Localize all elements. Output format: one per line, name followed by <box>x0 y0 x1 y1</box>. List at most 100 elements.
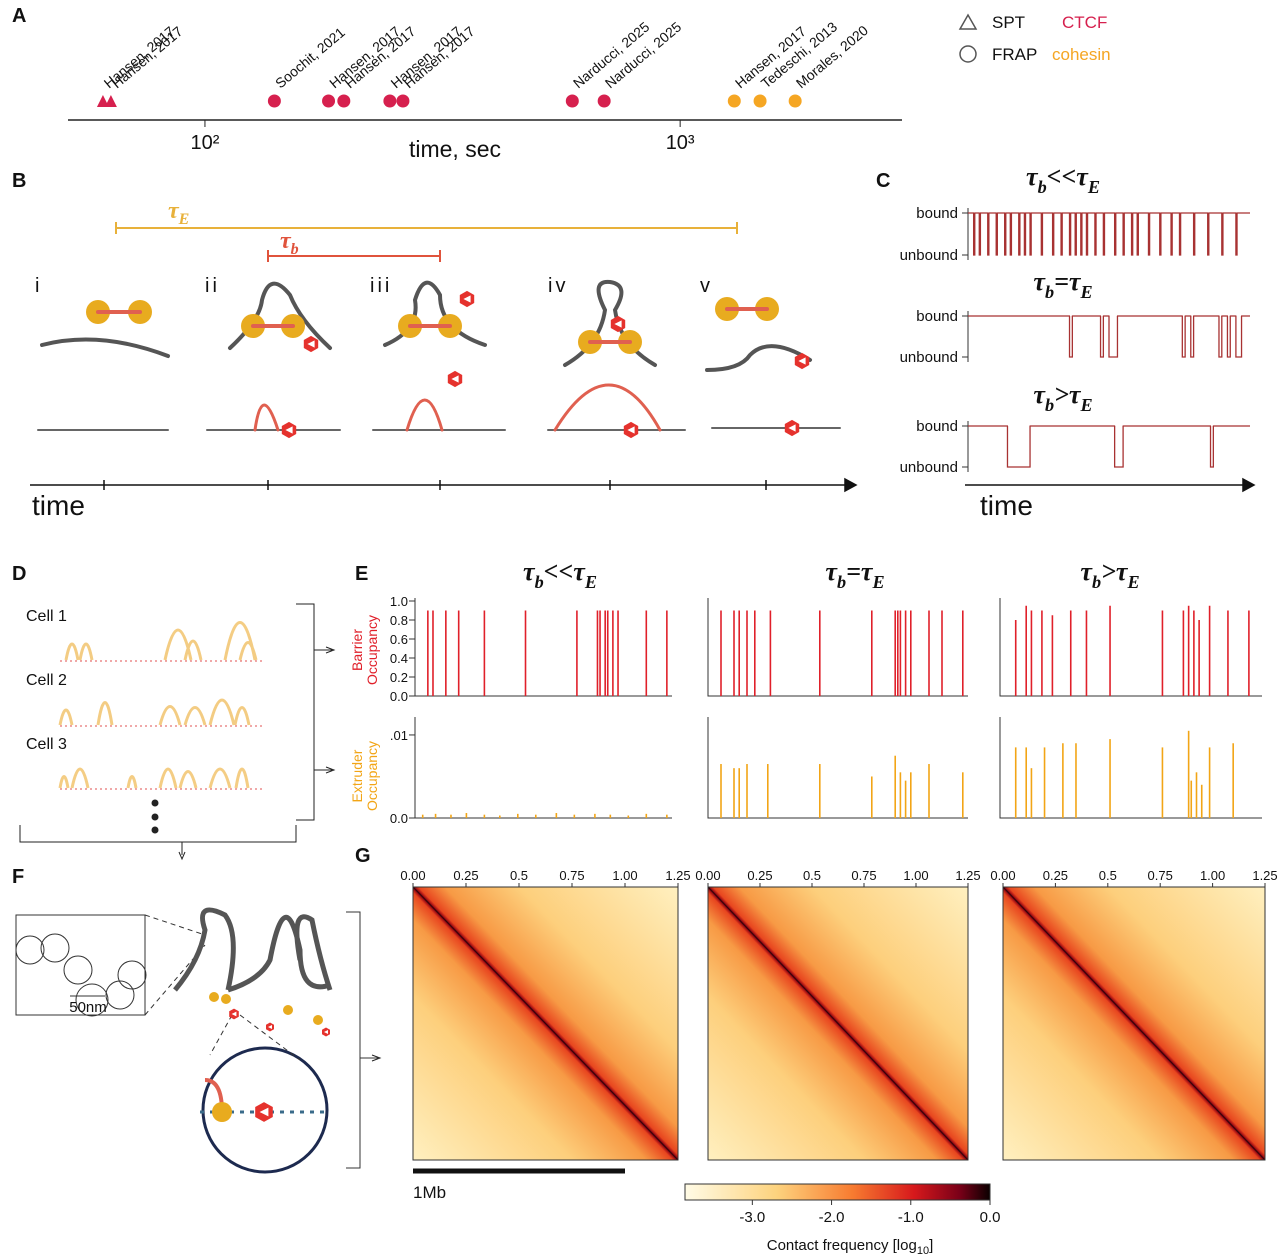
point <box>322 94 336 108</box>
trace-axis <box>962 311 969 362</box>
x-tick-label: 1.25 <box>955 868 980 883</box>
axes <box>414 598 672 819</box>
axes <box>707 598 968 819</box>
stage-label: iii <box>370 275 392 297</box>
legend-label: FRAP <box>992 45 1037 64</box>
state-dip <box>972 213 976 256</box>
bound-label: bound <box>916 308 958 325</box>
time-axis <box>30 477 858 493</box>
x-tick-label: 0.00 <box>695 868 720 883</box>
scale-label: 50nm <box>69 999 107 1016</box>
state-dip <box>1068 316 1073 358</box>
tau-part: << <box>544 557 574 586</box>
axes <box>999 598 1262 819</box>
state-dip <box>1074 213 1077 256</box>
tau-symbol: τ <box>168 198 180 224</box>
panel-label: G <box>355 845 371 867</box>
x-tick-label: 0.00 <box>990 868 1015 883</box>
y-tick-label: 0.0 <box>390 689 408 704</box>
state-dip <box>978 213 982 256</box>
state-dip <box>1181 316 1186 358</box>
x-tick-label: 0.00 <box>400 868 425 883</box>
x-tick-label: 0.75 <box>851 868 876 883</box>
x-tick-label: 1.25 <box>665 868 690 883</box>
x-tick-label: 1.00 <box>1200 868 1225 883</box>
y-axis-label: Occupancy <box>364 615 380 685</box>
tau-part: τ <box>1116 557 1129 586</box>
tau-part: E <box>584 572 597 592</box>
f-illustration <box>15 907 378 1174</box>
state-dip <box>1004 213 1007 256</box>
x-tick-label: 0.75 <box>1148 868 1173 883</box>
time-label: time <box>980 490 1033 521</box>
y-tick-label: 0.0 <box>390 811 408 826</box>
tau-part: << <box>1047 162 1077 191</box>
state-dip <box>1190 316 1195 358</box>
state-dip <box>1209 426 1214 468</box>
tau-part: b <box>1038 177 1047 197</box>
tau-text: τb=τE <box>825 557 884 592</box>
panel-label: E <box>355 563 368 585</box>
state-dip <box>1040 213 1044 256</box>
tau-text: τb>τE <box>1033 380 1092 415</box>
point <box>727 94 741 108</box>
state-dip <box>1226 316 1231 358</box>
arrow <box>178 646 382 1062</box>
state-dip <box>1221 213 1224 256</box>
state-dip <box>1102 213 1106 256</box>
tau-part: b <box>1045 395 1054 415</box>
state-dip <box>1136 213 1139 256</box>
state-dip <box>1023 213 1027 256</box>
tau-part: E <box>1087 177 1100 197</box>
heatmap <box>412 886 679 1161</box>
point-label: Hansen, 2017 <box>109 23 186 91</box>
legend-label: CTCF <box>1062 13 1107 32</box>
panel-label: B <box>12 170 26 192</box>
bound-label: bound <box>916 205 958 222</box>
y-tick-label: 1.0 <box>390 594 408 609</box>
y-tick-label: 0.2 <box>390 670 408 685</box>
state-dip <box>1113 213 1117 256</box>
legend-label: cohesin <box>1052 45 1111 64</box>
state-dip <box>1085 213 1089 256</box>
tau-text: τb>τE <box>1080 557 1139 592</box>
f-marks <box>209 992 330 1122</box>
state-dip <box>1147 213 1151 256</box>
unbound-label: unbound <box>900 247 958 264</box>
y-axis-label: Occupancy <box>364 741 380 811</box>
state-dip <box>1192 213 1196 256</box>
x-tick-label: 0.25 <box>453 868 478 883</box>
tau-part: τ <box>861 557 874 586</box>
state-dip <box>1080 213 1083 256</box>
heatmap <box>1002 886 1266 1161</box>
heatmap <box>707 886 969 1161</box>
state-dip <box>1113 426 1124 468</box>
x-tick-label: 0.5 <box>1099 868 1117 883</box>
x-tick-label: 0.5 <box>510 868 528 883</box>
panel-label: D <box>12 563 26 585</box>
clabel-sub: 10 <box>917 1245 929 1257</box>
tau-sub: E <box>178 211 190 228</box>
state-dip <box>1235 213 1238 256</box>
d-arcs <box>58 621 258 789</box>
time-label: time <box>32 490 85 521</box>
tau-label: τE <box>168 198 189 228</box>
tau-label: τb <box>280 228 299 258</box>
clabel-end: ] <box>929 1237 933 1254</box>
tau-symbol: τ <box>280 228 292 254</box>
legend-label: SPT <box>992 13 1025 32</box>
bound-label: bound <box>916 418 958 435</box>
c-tick-label: 0.0 <box>980 1209 1001 1226</box>
stage-label: ii <box>205 275 220 297</box>
state-dip <box>1094 213 1097 256</box>
trace-axis <box>962 208 969 260</box>
point <box>104 95 117 107</box>
c-tick-label: -1.0 <box>898 1209 924 1226</box>
state-dip <box>1018 213 1021 256</box>
b-illustrations <box>37 279 841 439</box>
state-dip <box>1108 316 1119 358</box>
state-dip <box>1099 316 1105 358</box>
c-tick-label: -3.0 <box>739 1209 765 1226</box>
x-tick-label: 10³ <box>666 132 695 154</box>
